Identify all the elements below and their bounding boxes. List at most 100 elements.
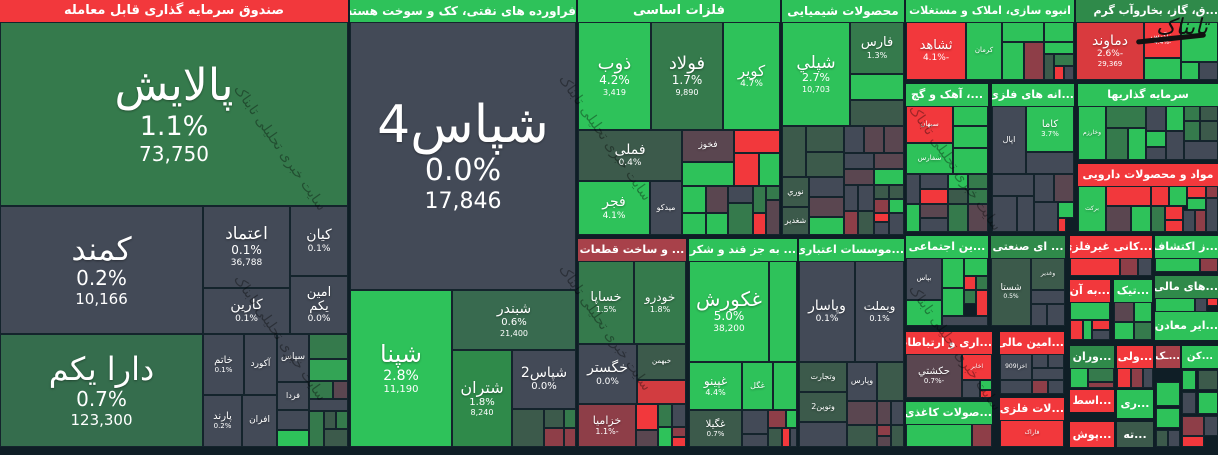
sector-s1[interactable]: ...ولی <box>1117 346 1153 388</box>
tile-small[interactable] <box>906 300 942 326</box>
tile-small[interactable] <box>976 290 988 316</box>
tile-small[interactable] <box>782 126 806 177</box>
tile-small[interactable] <box>953 148 988 174</box>
tile-small[interactable] <box>672 437 686 447</box>
tile-small[interactable] <box>850 100 904 126</box>
tile-small[interactable] <box>1054 66 1064 80</box>
tile-small[interactable] <box>1206 198 1218 232</box>
tile-fakhooz[interactable]: فخوز <box>682 130 734 162</box>
tile-small[interactable] <box>874 222 889 235</box>
tile-fars[interactable]: فارس 1.3% <box>850 22 904 74</box>
tile-small[interactable] <box>942 316 988 326</box>
sector-social[interactable]: ...ین اجتماعی بپاس <box>906 236 988 326</box>
tile-small[interactable] <box>1200 106 1218 121</box>
tile-small[interactable] <box>324 411 336 429</box>
tile-small[interactable] <box>1195 298 1207 312</box>
tile-small[interactable] <box>1032 368 1064 380</box>
tile-small[interactable] <box>544 428 564 447</box>
tile-small[interactable] <box>953 106 988 126</box>
sector-explore[interactable]: ...ز اکتشاف <box>1155 236 1218 272</box>
tile-small[interactable] <box>847 401 877 425</box>
tile-small[interactable] <box>844 185 858 211</box>
tile-small[interactable] <box>1070 302 1110 320</box>
tile-small[interactable] <box>636 404 658 430</box>
tile-small[interactable] <box>1048 380 1064 394</box>
tile-small[interactable] <box>850 74 904 100</box>
tile-small[interactable] <box>786 410 797 428</box>
sector-header[interactable]: ...موسسات اعتباری <box>799 239 904 261</box>
tile-small[interactable] <box>889 213 904 235</box>
sector-metalprod[interactable]: ...لات فلزی فاراک <box>1000 398 1064 447</box>
tile-barekat[interactable]: برکت <box>1078 186 1106 232</box>
tile-small[interactable] <box>948 174 968 189</box>
tile-shasta[interactable]: شستا 0.5% <box>991 258 1031 326</box>
tile-small[interactable] <box>1044 54 1054 80</box>
tile-small[interactable] <box>889 185 904 199</box>
tile-small[interactable] <box>877 425 891 436</box>
tile-small[interactable] <box>768 410 786 428</box>
sector-realestate[interactable]: انبوه سازی، املاک و مستغلات ثشاهد -4.1% … <box>906 0 1074 80</box>
tile-small[interactable] <box>1169 186 1187 206</box>
tile-ghgol[interactable]: غگل <box>742 362 773 410</box>
tile-small[interactable] <box>1017 196 1034 232</box>
sector-othermine[interactable]: ...ایر معادن <box>1155 312 1218 340</box>
tile-shepna[interactable]: شپنا 2.8% 11,190 <box>350 290 452 447</box>
tile-small[interactable] <box>277 430 309 447</box>
tile-small[interactable] <box>1155 258 1200 272</box>
tile-small[interactable] <box>858 185 874 211</box>
tile-small[interactable] <box>1131 368 1143 388</box>
tile-fameli[interactable]: فملی 0.4% <box>578 130 682 181</box>
tile-small[interactable] <box>1182 416 1204 436</box>
tile-small[interactable] <box>858 211 874 235</box>
tile-small[interactable] <box>1064 66 1074 80</box>
tile-small[interactable] <box>790 428 797 447</box>
tile-small[interactable] <box>1198 370 1218 390</box>
tile-small[interactable] <box>884 126 904 153</box>
tile-zob[interactable]: ذوب 4.2% 3,419 <box>578 22 651 130</box>
sector-header[interactable]: ...اسط <box>1070 390 1114 412</box>
tile-small[interactable] <box>1002 22 1044 42</box>
tile-shepas2[interactable]: شپاس2 0.0% <box>512 350 576 409</box>
tile-small[interactable] <box>920 204 948 218</box>
tile-small[interactable] <box>564 428 576 447</box>
tile-small[interactable] <box>1044 42 1074 54</box>
tile-small[interactable] <box>734 153 759 186</box>
tile-small[interactable] <box>877 401 891 425</box>
tile-small[interactable] <box>1146 106 1166 131</box>
tile-small[interactable] <box>874 199 889 213</box>
tile-small[interactable] <box>1047 304 1065 326</box>
sector-header[interactable]: ...به آن <box>1070 280 1110 302</box>
tile-small[interactable] <box>809 217 844 235</box>
tile-small[interactable] <box>942 258 964 288</box>
tile-small[interactable] <box>1138 258 1152 276</box>
sector-header[interactable]: فلزات اساسی <box>578 0 780 22</box>
sector-related[interactable]: ...به آن <box>1070 280 1110 340</box>
tile-small[interactable] <box>1120 258 1138 276</box>
tile-foolad[interactable]: فولاد 1.7% 9,890 <box>651 22 723 130</box>
tile-small[interactable] <box>728 203 753 235</box>
sector-header[interactable]: صندوق سرمایه گذاری قابل معامله <box>0 0 348 22</box>
tile-small[interactable] <box>728 186 753 203</box>
tile-small[interactable] <box>972 424 992 447</box>
tile-small[interactable] <box>992 196 1017 232</box>
tile-small[interactable] <box>1128 128 1146 160</box>
sector-metals[interactable]: فلزات اساسی ذوب 4.2% 3,419 فولاد 1.7% 9,… <box>578 0 780 235</box>
tile-small[interactable] <box>1206 186 1218 198</box>
tile-small[interactable] <box>1184 121 1200 141</box>
tile-vpars[interactable]: وپارس <box>847 362 877 401</box>
tile-vbmellat[interactable]: وبملت 0.1% <box>855 261 904 362</box>
tile-small[interactable] <box>1034 202 1058 232</box>
sector-bank[interactable]: ...موسسات اعتباری وپاسار 0.1% وبملت 0.1%… <box>799 239 904 447</box>
sector-auto[interactable]: ... و ساخت قطعات خساپا 1.5% خودرو 1.8% خ… <box>578 239 686 447</box>
tile-small[interactable] <box>864 126 884 153</box>
tile-small[interactable] <box>953 126 988 148</box>
tile-small[interactable] <box>962 380 980 398</box>
tile-farak[interactable]: فاراک <box>1000 420 1064 447</box>
tile-small[interactable] <box>1117 368 1131 388</box>
tile-small[interactable] <box>1058 202 1074 218</box>
tile-small[interactable] <box>1166 106 1184 131</box>
sector-header[interactable]: ...ته <box>1117 422 1153 447</box>
sector-header[interactable]: ...اری و ارتباطات <box>906 332 992 354</box>
tile-khsapa[interactable]: خساپا 1.5% <box>578 261 634 344</box>
tile-noori[interactable]: نوري <box>782 177 809 207</box>
